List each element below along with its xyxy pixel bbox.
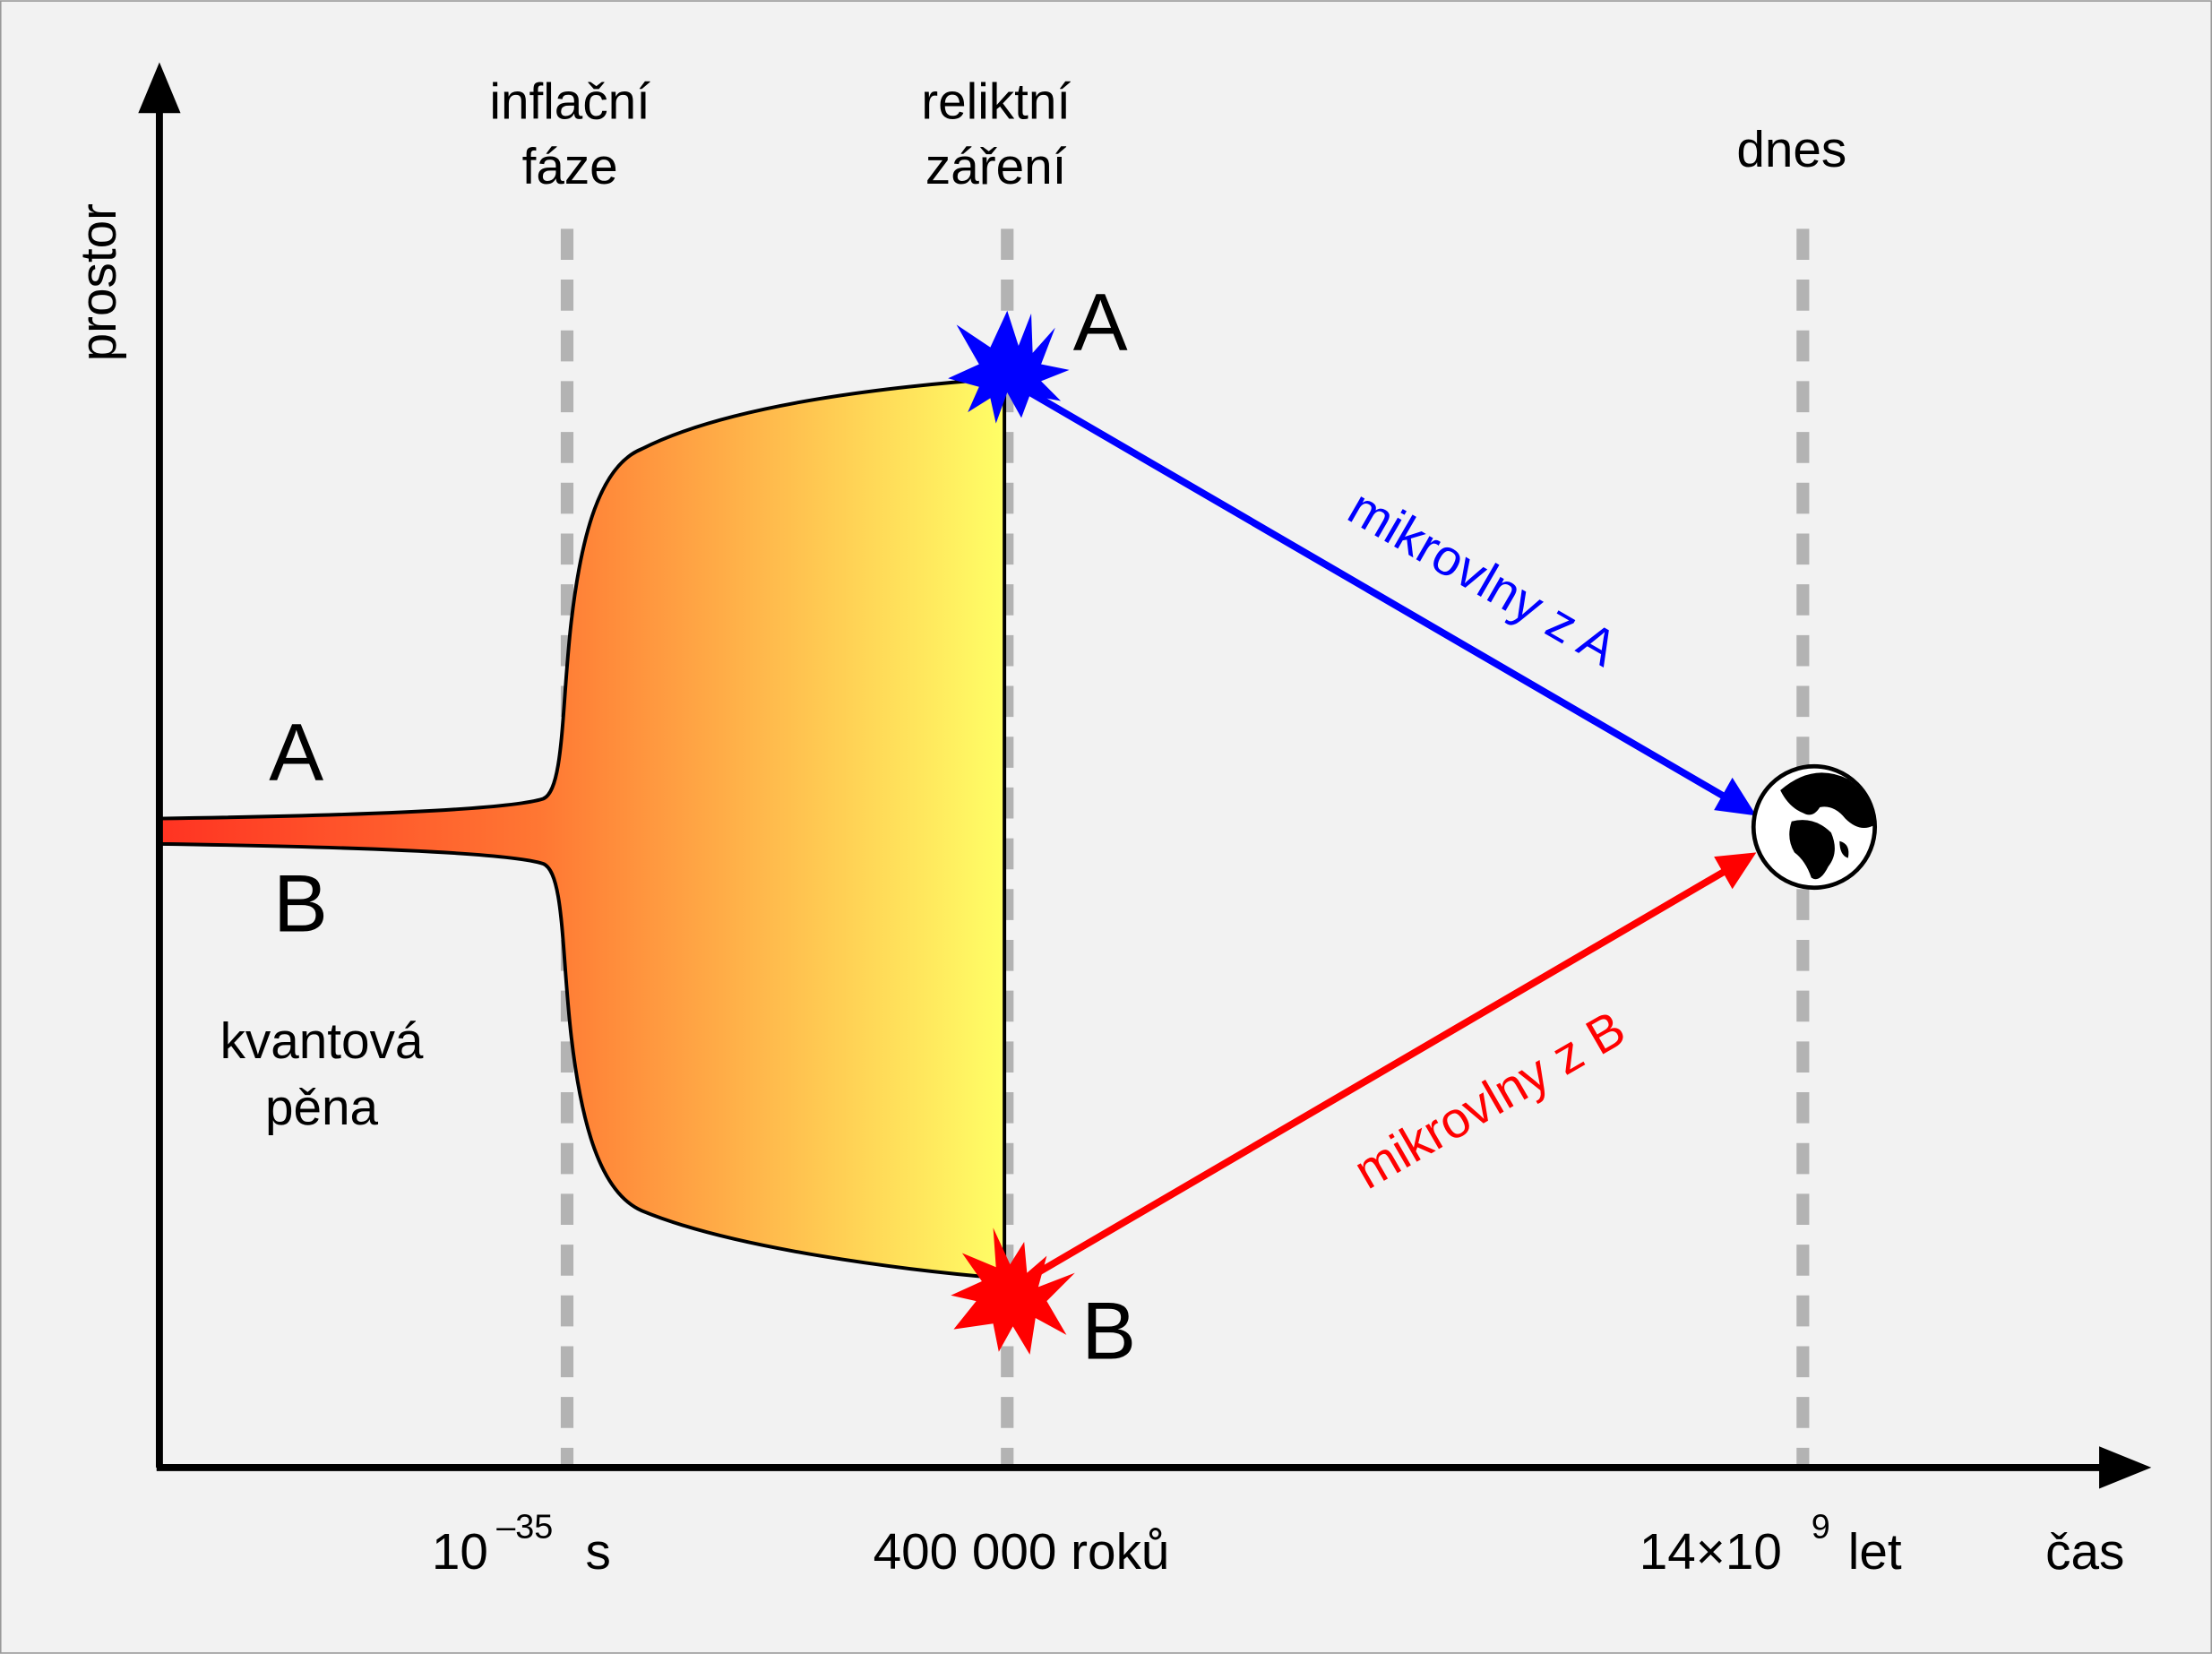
tick-t1: 10 –35 s	[432, 1509, 611, 1581]
label-b-cmb: B	[1081, 1286, 1136, 1377]
x-axis-arrow	[2099, 1446, 2152, 1489]
starburst-icon	[951, 1228, 1075, 1355]
axes	[138, 62, 2152, 1489]
phase-today-label: dnes	[1736, 122, 1846, 178]
ray-b-arrowhead	[1714, 852, 1757, 890]
ray-a-arrowhead	[1714, 777, 1757, 816]
label-a-cmb: A	[1073, 277, 1128, 368]
y-axis-label: prostor	[71, 203, 127, 361]
x-axis-label: čas	[2045, 1524, 2124, 1581]
ray-from-b	[1030, 866, 1730, 1279]
earth-globe-icon	[1751, 763, 1878, 891]
phase-inflation-line1: inflační	[489, 74, 650, 131]
tick-t1-unit: s	[585, 1524, 610, 1581]
tick-t3-base: 14×10	[1640, 1524, 1782, 1581]
y-axis-arrow	[138, 62, 181, 114]
label-b-early: B	[273, 858, 328, 950]
phase-cmb-line1: reliktní	[921, 74, 1071, 131]
foam-label-line1: kvantová	[220, 1013, 424, 1070]
tick-t3: 14×10 9 let	[1640, 1509, 1902, 1581]
ray-from-a	[1028, 389, 1730, 802]
tick-t1-base: 10	[432, 1524, 488, 1581]
tick-t3-exp: 9	[1812, 1509, 1830, 1546]
foam-label-line2: pěna	[265, 1080, 379, 1136]
tick-t1-exp: –35	[496, 1509, 553, 1546]
phase-cmb-line2: záření	[925, 139, 1067, 195]
tick-t3-unit: let	[1848, 1524, 1902, 1581]
starburst-icon	[948, 310, 1070, 424]
tick-t2: 400 000 roků	[874, 1524, 1170, 1581]
phase-inflation-line2: fáze	[522, 139, 618, 195]
label-a-early: A	[269, 707, 323, 798]
